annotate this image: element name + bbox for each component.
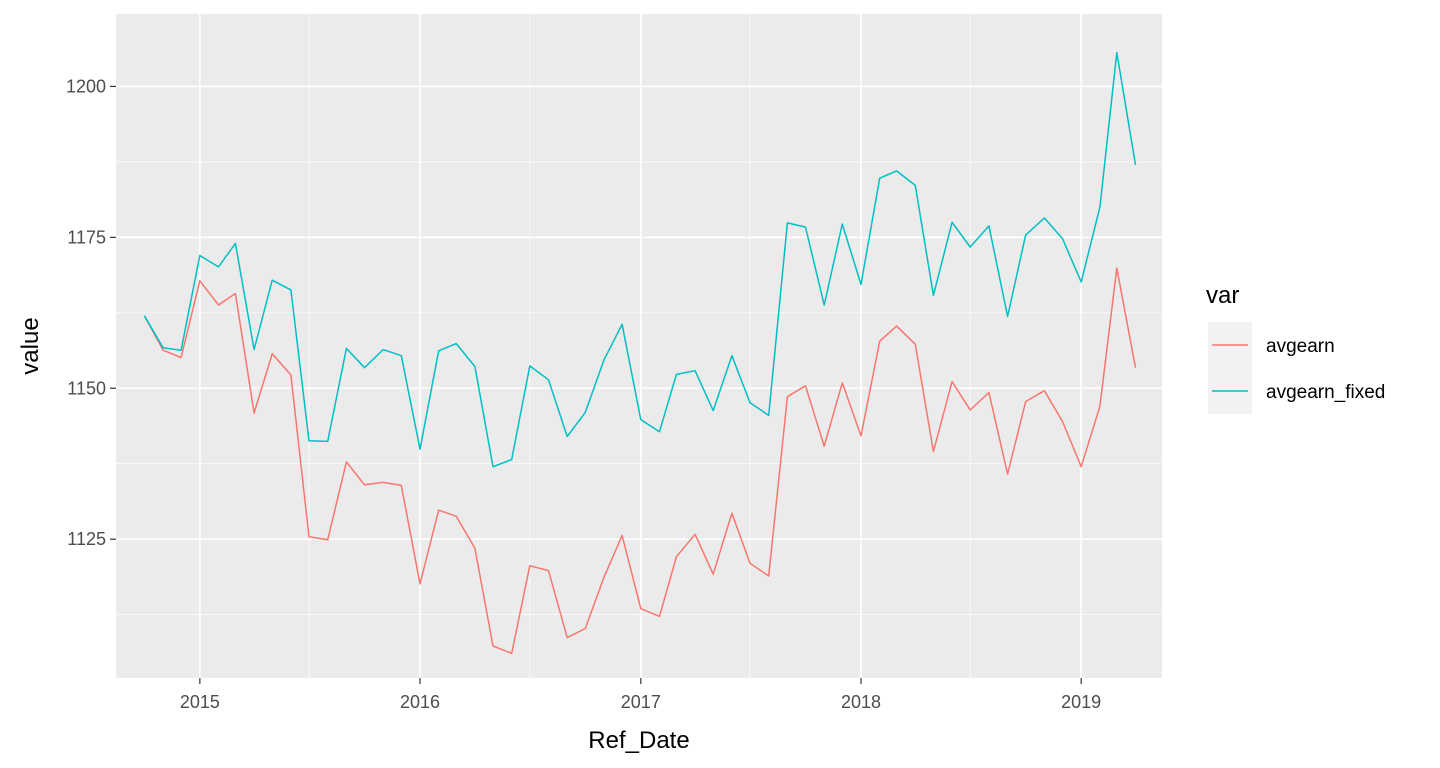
grid-major (116, 14, 1162, 678)
x-tick-label: 2019 (1061, 692, 1101, 712)
y-tick-label: 1150 (67, 378, 106, 398)
series-line-avgearn-fixed (143, 51, 1137, 468)
legend-title: var (1206, 282, 1239, 309)
y-axis-ticks: 1125 1150 1175 1200 (66, 76, 116, 549)
x-tick-label: 2016 (400, 692, 440, 712)
legend-label-avgearn-fixed: avgearn_fixed (1266, 382, 1385, 403)
y-tick-label: 1175 (67, 227, 106, 247)
x-tick-label: 2018 (841, 692, 881, 712)
legend-label-avgearn: avgearn (1266, 336, 1335, 357)
plot-panel (116, 14, 1162, 678)
grid-minor (116, 14, 1162, 678)
x-axis-title: Ref_Date (588, 727, 689, 754)
x-tick-label: 2017 (621, 692, 661, 712)
series-line-avgearn (143, 267, 1137, 655)
legend: avgearn avgearn_fixed (1208, 322, 1385, 414)
x-axis-ticks: 2015 2016 2017 2018 2019 (180, 678, 1101, 712)
y-axis-title: value (17, 317, 44, 374)
x-tick-label: 2015 (180, 692, 220, 712)
y-tick-label: 1125 (67, 529, 106, 549)
y-tick-label: 1200 (66, 76, 106, 96)
series-layer (143, 51, 1137, 655)
